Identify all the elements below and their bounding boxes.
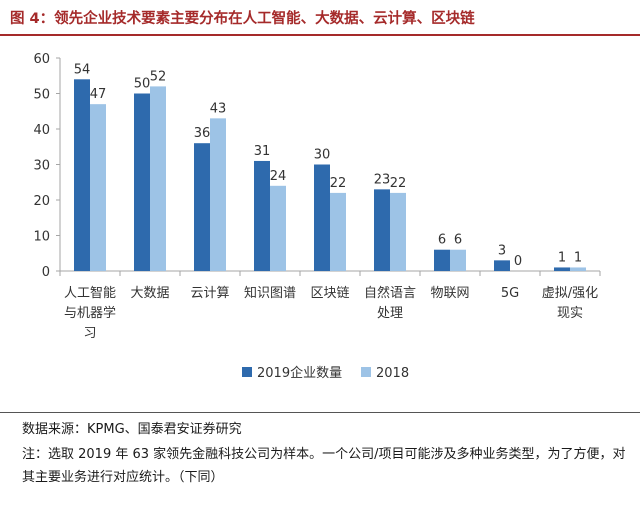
bar-2018 xyxy=(330,192,346,271)
value-label: 24 xyxy=(270,169,287,184)
value-label: 54 xyxy=(74,62,91,77)
value-label: 1 xyxy=(558,250,566,265)
value-label: 3 xyxy=(498,243,506,258)
value-label: 6 xyxy=(454,233,462,248)
chart-title: 图 4：领先企业技术要素主要分布在人工智能、大数据、云计算、区块链 xyxy=(10,11,475,27)
value-label: 23 xyxy=(374,172,391,187)
bar-2018 xyxy=(150,86,166,272)
y-tick-label: 0 xyxy=(42,265,50,280)
value-label: 47 xyxy=(90,87,107,102)
category-label: 习 xyxy=(83,326,96,341)
bar-2019 xyxy=(494,260,510,271)
y-tick-label: 60 xyxy=(33,52,50,67)
category-label: 自然语言 xyxy=(364,285,416,301)
bar-2019 xyxy=(254,160,270,271)
category-label: 虚拟/强化 xyxy=(542,286,598,301)
bar-2018 xyxy=(450,249,466,271)
footnote: 注：选取 2019 年 63 家领先金融科技公司为样本。一个公司/项目可能涉及多… xyxy=(22,447,626,485)
category-label: 5G xyxy=(501,286,519,301)
value-label: 31 xyxy=(254,144,271,159)
y-tick-label: 30 xyxy=(33,159,50,174)
y-tick-label: 50 xyxy=(33,88,50,103)
category-label: 物联网 xyxy=(430,286,469,301)
legend-swatch xyxy=(242,367,252,377)
category-label: 现实 xyxy=(557,306,583,321)
title-bar: 图 4：领先企业技术要素主要分布在人工智能、大数据、云计算、区块链 xyxy=(0,0,640,36)
value-label: 1 xyxy=(574,250,582,265)
value-label: 36 xyxy=(194,126,211,141)
value-label: 50 xyxy=(134,77,151,92)
category-label: 处理 xyxy=(377,306,403,321)
data-source: 数据来源：KPMG、国泰君安证券研究 xyxy=(22,422,242,437)
value-label: 22 xyxy=(330,176,347,191)
value-label: 52 xyxy=(150,69,167,84)
value-label: 22 xyxy=(390,176,407,191)
bar-2019 xyxy=(74,79,90,271)
bar-2019 xyxy=(194,143,210,271)
value-label: 6 xyxy=(438,233,446,248)
bar-2018 xyxy=(390,192,406,271)
category-label: 区块链 xyxy=(310,286,349,301)
bar-2018 xyxy=(90,104,106,272)
category-label: 人工智能 xyxy=(64,286,116,301)
bar-2019 xyxy=(134,93,150,271)
category-label: 知识图谱 xyxy=(244,285,296,301)
legend-swatch xyxy=(361,367,371,377)
y-tick-label: 40 xyxy=(33,123,50,138)
legend-label: 2018 xyxy=(376,366,409,381)
bar-2019 xyxy=(554,267,570,271)
bar-2019 xyxy=(434,249,450,271)
legend-label: 2019企业数量 xyxy=(257,365,342,381)
bar-2019 xyxy=(374,189,390,271)
footer-divider xyxy=(0,412,640,413)
y-tick-label: 20 xyxy=(33,194,50,209)
bar-2018 xyxy=(270,185,286,271)
bar-2019 xyxy=(314,164,330,271)
category-label: 云计算 xyxy=(190,286,229,301)
category-label: 与机器学 xyxy=(64,305,116,321)
value-label: 43 xyxy=(210,101,227,116)
value-label: 30 xyxy=(314,148,331,163)
y-tick-label: 10 xyxy=(33,230,50,245)
value-label: 0 xyxy=(514,254,522,269)
bar-2018 xyxy=(210,118,226,271)
category-label: 大数据 xyxy=(130,286,169,301)
bar-2018 xyxy=(570,267,586,271)
